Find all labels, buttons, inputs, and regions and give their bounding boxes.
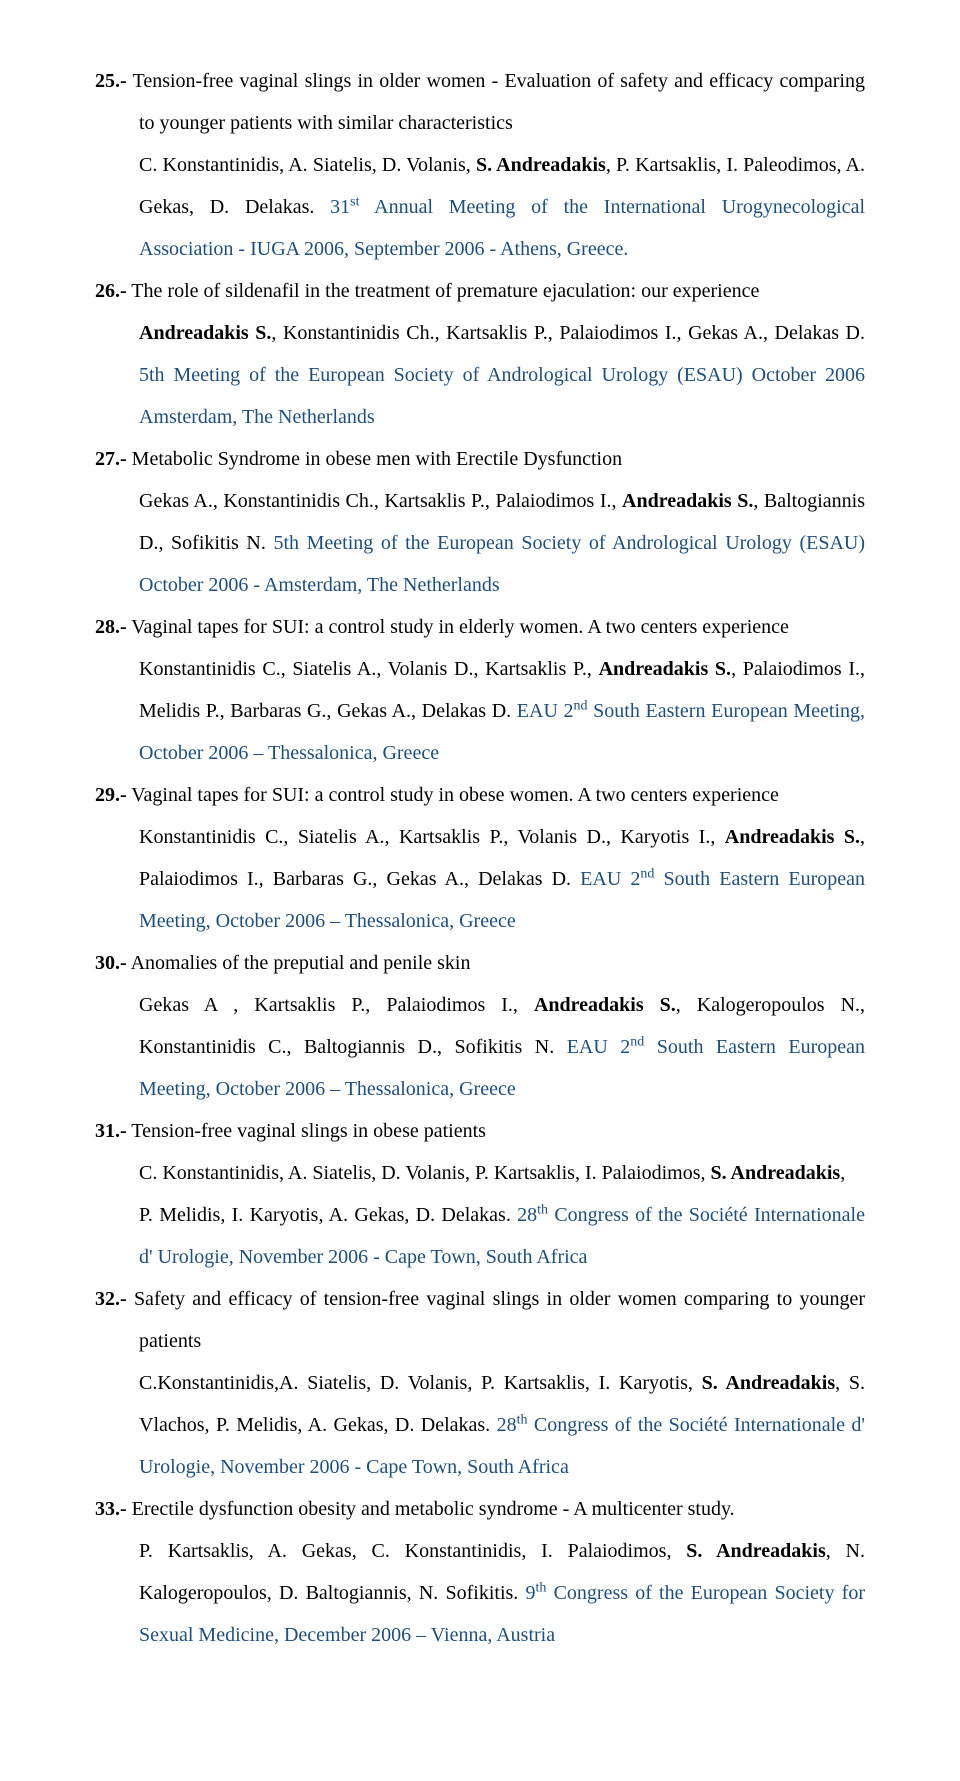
entry-title: Vaginal tapes for SUI: a control study i…: [127, 616, 789, 638]
entry-27: 27.- Metabolic Syndrome in obese men wit…: [95, 438, 865, 480]
entry-26-body: Andreadakis S., Konstantinidis Ch., Kart…: [95, 312, 865, 438]
authors-pre: C. Konstantinidis, A. Siatelis, D. Volan…: [139, 154, 476, 176]
entry-number: 31.-: [95, 1120, 127, 1142]
venue-sup: th: [537, 1202, 548, 1217]
venue-pre: 28: [517, 1204, 537, 1226]
entry-26: 26.- The role of sildenafil in the treat…: [95, 270, 865, 312]
venue-pre: EAU 2: [580, 868, 640, 890]
entry-29-body: Konstantinidis C., Siatelis A., Kartsakl…: [95, 816, 865, 942]
venue-pre: EAU 2: [517, 700, 574, 722]
entry-33: 33.- Erectile dysfunction obesity and me…: [95, 1488, 865, 1530]
authors-pre: Gekas A., Konstantinidis Ch., Kartsaklis…: [139, 490, 622, 512]
entry-number: 30.-: [95, 952, 127, 974]
entry-number: 25.-: [95, 70, 127, 92]
entry-27-body: Gekas A., Konstantinidis Ch., Kartsaklis…: [95, 480, 865, 606]
entry-32-body: C.Konstantinidis,A. Siatelis, D. Volanis…: [95, 1362, 865, 1488]
venue: 5th Meeting of the European Society of A…: [139, 364, 865, 428]
entry-25: 25.- Tension-free vaginal slings in olde…: [95, 60, 865, 144]
authors-bold: Andreadakis S.: [622, 490, 753, 512]
authors-pre: C. Konstantinidis, A. Siatelis, D. Volan…: [139, 1162, 711, 1184]
entry-title: The role of sildenafil in the treatment …: [127, 280, 760, 302]
entry-31-body-line1: C. Konstantinidis, A. Siatelis, D. Volan…: [95, 1152, 865, 1194]
entry-33-body: P. Kartsaklis, A. Gekas, C. Konstantinid…: [95, 1530, 865, 1656]
entry-31-body-line2: P. Melidis, I. Karyotis, A. Gekas, D. De…: [95, 1194, 865, 1278]
authors-line2: P. Melidis, I. Karyotis, A. Gekas, D. De…: [139, 1204, 517, 1226]
entry-title: Vaginal tapes for SUI: a control study i…: [127, 784, 779, 806]
entry-number: 32.-: [95, 1288, 127, 1310]
venue-sup: nd: [640, 866, 654, 881]
venue-pre: EAU 2: [567, 1036, 631, 1058]
authors-bold: Andreadakis S.: [139, 322, 271, 344]
entry-30-body: Gekas A , Kartsaklis P., Palaiodimos I.,…: [95, 984, 865, 1110]
entry-title: Erectile dysfunction obesity and metabol…: [127, 1498, 735, 1520]
venue-sup: nd: [574, 698, 588, 713]
authors-bold: Andreadakis S.: [534, 994, 676, 1016]
authors-pre: Gekas A , Kartsaklis P., Palaiodimos I.,: [139, 994, 534, 1016]
authors-pre: Konstantinidis C., Siatelis A., Volanis …: [139, 658, 599, 680]
authors-bold: S. Andreadakis: [711, 1162, 841, 1184]
entry-title: Tension-free vaginal slings in older wom…: [127, 70, 865, 134]
authors-bold: Andreadakis S.: [725, 826, 860, 848]
entry-number: 26.-: [95, 280, 127, 302]
entry-25-body: C. Konstantinidis, A. Siatelis, D. Volan…: [95, 144, 865, 270]
venue-sup: th: [517, 1412, 528, 1427]
entry-31: 31.- Tension-free vaginal slings in obes…: [95, 1110, 865, 1152]
authors-post: ,: [840, 1162, 845, 1184]
entry-number: 33.-: [95, 1498, 127, 1520]
entry-title: Safety and efficacy of tension-free vagi…: [127, 1288, 865, 1352]
venue-pre: 9: [525, 1582, 535, 1604]
venue-pre: 28: [497, 1414, 517, 1436]
venue-pre: 31: [330, 196, 350, 218]
entry-number: 27.-: [95, 448, 127, 470]
entry-title: Metabolic Syndrome in obese men with Ere…: [127, 448, 622, 470]
entry-28: 28.- Vaginal tapes for SUI: a control st…: [95, 606, 865, 648]
entry-32: 32.- Safety and efficacy of tension-free…: [95, 1278, 865, 1362]
entry-title: Anomalies of the preputial and penile sk…: [127, 952, 471, 974]
entry-29: 29.- Vaginal tapes for SUI: a control st…: [95, 774, 865, 816]
entry-number: 29.-: [95, 784, 127, 806]
authors-pre: C.Konstantinidis,A. Siatelis, D. Volanis…: [139, 1372, 702, 1394]
authors-post: , Konstantinidis Ch., Kartsaklis P., Pal…: [271, 322, 865, 344]
authors-bold: Andreadakis S.: [599, 658, 732, 680]
venue-sup: nd: [630, 1034, 644, 1049]
venue-sup: th: [535, 1580, 546, 1595]
authors-pre: P. Kartsaklis, A. Gekas, C. Konstantinid…: [139, 1540, 686, 1562]
authors-pre: Konstantinidis C., Siatelis A., Kartsakl…: [139, 826, 725, 848]
authors-bold: S. Andreadakis: [476, 154, 606, 176]
entry-30: 30.- Anomalies of the preputial and peni…: [95, 942, 865, 984]
authors-bold: S. Andreadakis: [686, 1540, 825, 1562]
authors-bold: S. Andreadakis: [702, 1372, 835, 1394]
entry-number: 28.-: [95, 616, 127, 638]
entry-28-body: Konstantinidis C., Siatelis A., Volanis …: [95, 648, 865, 774]
entry-title: Tension-free vaginal slings in obese pat…: [127, 1120, 486, 1142]
